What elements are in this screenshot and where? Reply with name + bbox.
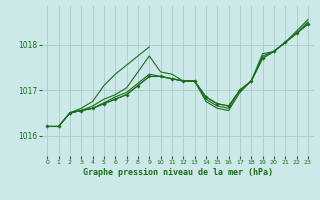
X-axis label: Graphe pression niveau de la mer (hPa): Graphe pression niveau de la mer (hPa) [83, 168, 273, 177]
